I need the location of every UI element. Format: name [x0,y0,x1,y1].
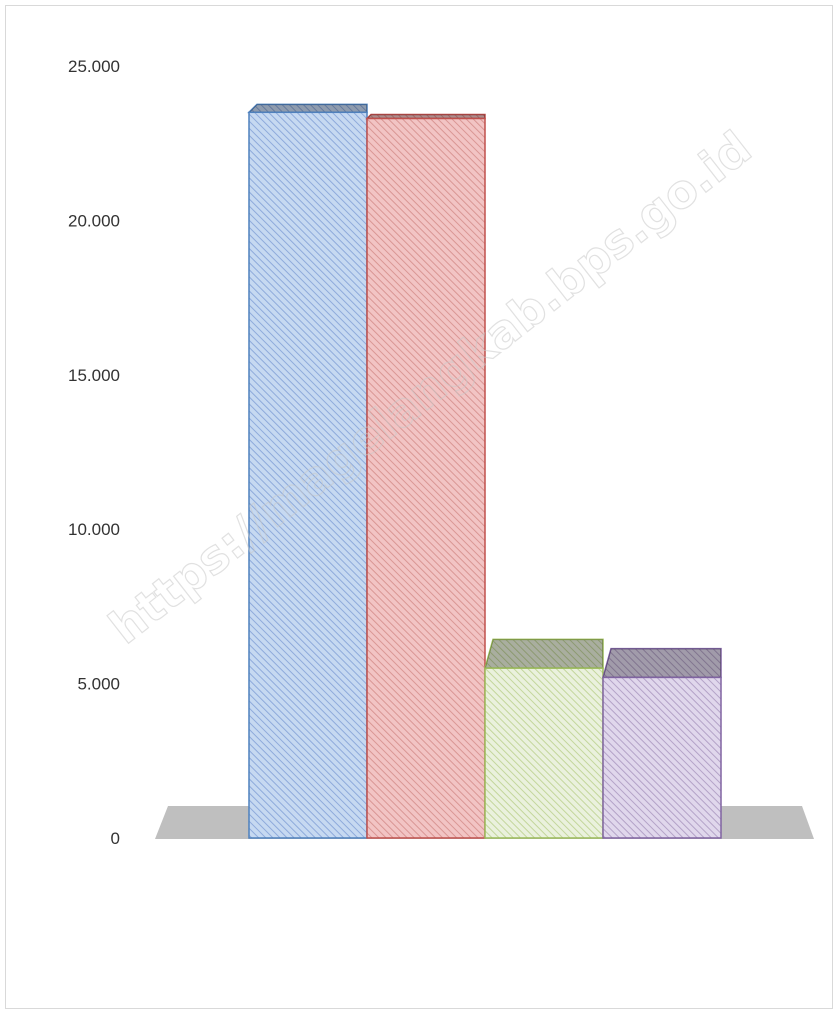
y-axis-ticks: 0 5.000 10.000 15.000 20.000 25.000 [68,57,120,848]
bar-front-face [366,117,486,839]
bar-2 [365,113,486,839]
y-tick-label: 0 [111,829,120,848]
bars [247,103,722,839]
bar-front-face [484,667,604,839]
bar-top-shade [367,114,485,119]
y-tick-label: 5.000 [77,675,120,694]
y-tick-label: 25.000 [68,57,120,76]
bar-4 [602,647,722,839]
bar-top-shade [603,648,721,678]
bar-front-face [602,676,722,839]
y-tick-label: 20.000 [68,211,120,230]
y-tick-label: 15.000 [68,366,120,385]
bar-top-shade [485,639,603,669]
y-tick-label: 10.000 [68,520,120,539]
bar-top-shade [249,104,367,113]
bar-3 [484,638,604,839]
